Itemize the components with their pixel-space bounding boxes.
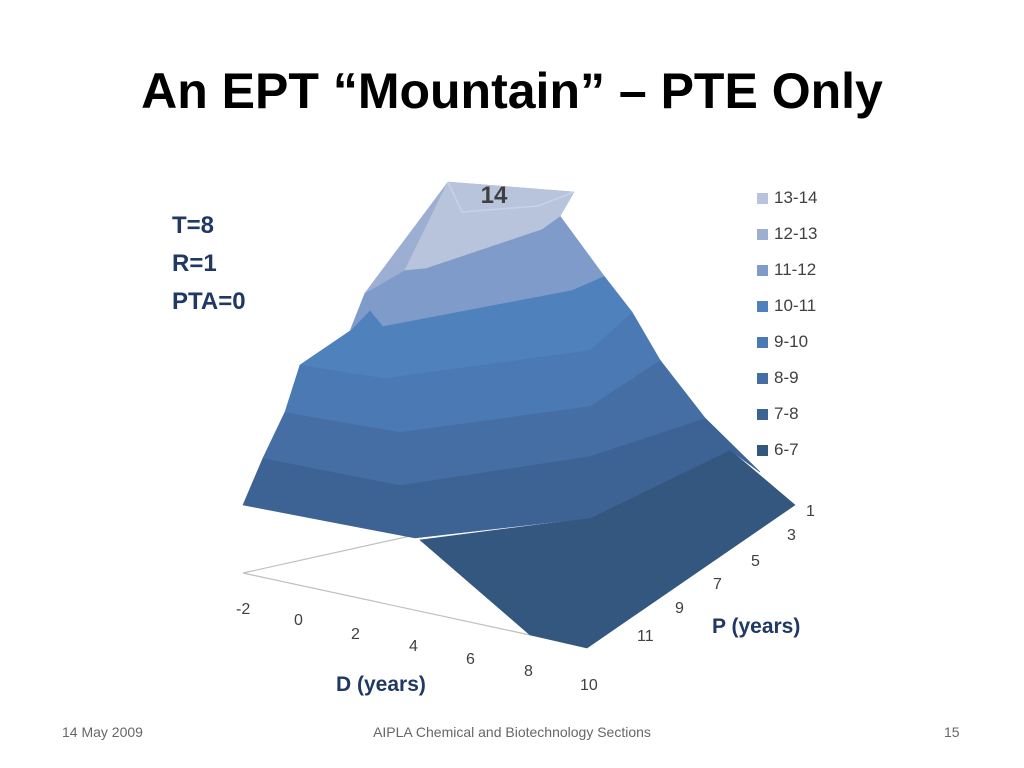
legend-item: 6-7 — [757, 432, 817, 468]
legend-label: 10-11 — [774, 296, 817, 315]
footer-page-number: 15 — [944, 724, 960, 740]
legend-label: 12-13 — [774, 224, 818, 243]
legend-swatch — [757, 228, 768, 240]
legend-item: 13-14 — [757, 180, 817, 216]
legend-item: 11-12 — [757, 252, 817, 288]
p-tick: 9 — [675, 600, 684, 617]
peak-label: 14 — [481, 182, 508, 209]
legend-swatch — [757, 300, 768, 312]
d-tick: 4 — [409, 638, 418, 655]
parameter-list: T=8 R=1 PTA=0 — [172, 207, 246, 321]
legend-swatch — [757, 264, 768, 276]
d-tick: 0 — [294, 612, 303, 629]
legend-item: 12-13 — [757, 216, 817, 252]
p-tick: 3 — [787, 527, 796, 544]
legend-item: 7-8 — [757, 396, 817, 432]
d-tick: 8 — [524, 663, 533, 680]
legend-swatch — [757, 408, 768, 420]
legend-label: 13-14 — [774, 188, 818, 207]
legend-item: 10-11 — [757, 288, 817, 324]
param-r: R=1 — [172, 250, 217, 277]
param-pta: PTA=0 — [172, 288, 246, 315]
legend-label: 11-12 — [774, 260, 817, 279]
d-tick: 2 — [351, 626, 360, 643]
legend-label: 6-7 — [774, 440, 799, 459]
footer-center: AIPLA Chemical and Biotechnology Section… — [373, 724, 651, 740]
p-tick: 5 — [751, 553, 760, 570]
legend-swatch — [757, 444, 768, 456]
legend-item: 9-10 — [757, 324, 817, 360]
legend-swatch — [757, 372, 768, 384]
legend-label: 9-10 — [774, 332, 809, 351]
legend-item: 8-9 — [757, 360, 817, 396]
d-tick: 10 — [580, 677, 598, 694]
p-tick: 1 — [806, 503, 815, 520]
legend-swatch — [757, 336, 768, 348]
slide-title: An EPT “Mountain” – PTE Only — [141, 63, 883, 119]
peak-terrace — [447, 181, 575, 213]
d-tick: -2 — [236, 601, 250, 618]
footer-date: 14 May 2009 — [62, 724, 143, 740]
d-tick: 6 — [466, 651, 475, 668]
param-t: T=8 — [172, 212, 215, 239]
legend-label: 7-8 — [774, 404, 799, 423]
x-axis-title: D (years) — [336, 673, 426, 696]
chart-legend: 13-14 12-13 11-12 10-11 9-10 8-9 7-8 6-7 — [757, 180, 817, 468]
p-tick: 11 — [637, 628, 654, 645]
legend-label: 8-9 — [774, 368, 799, 387]
y-axis-title: P (years) — [712, 615, 800, 638]
p-tick: 7 — [713, 576, 722, 593]
floor-outline — [242, 534, 531, 636]
legend-swatch — [757, 192, 768, 204]
